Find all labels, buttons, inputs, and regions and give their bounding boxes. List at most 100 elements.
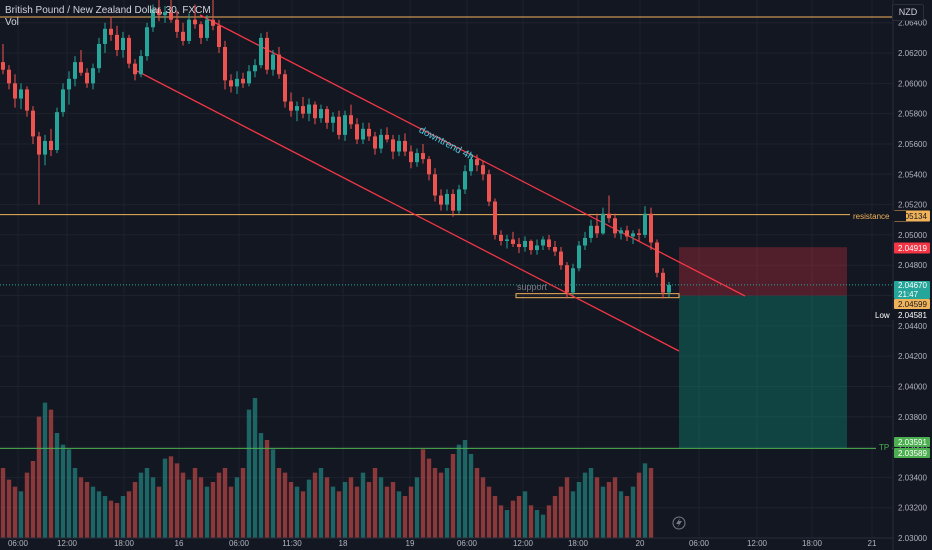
candle-body (451, 193, 455, 211)
price-tick-label: 2.04400 (898, 322, 927, 331)
volume-bar (558, 486, 564, 538)
candle-body (403, 140, 407, 152)
price-tag-value: 2.03591 (898, 438, 927, 447)
candle-body (223, 46, 227, 81)
price-axis[interactable]: 2.06400 2.06200 2.06000 2.05800 2.05600 2.054… (892, 0, 927, 550)
candle-body (217, 25, 221, 47)
volume-bar (456, 444, 462, 538)
volume-bar (546, 505, 552, 538)
candle-body (289, 101, 293, 111)
volume-bar (210, 482, 216, 538)
candle-body (625, 230, 629, 237)
candle-body (205, 19, 209, 38)
candle-body (67, 78, 71, 90)
volume-bar (360, 472, 366, 538)
price-tick-label: 2.04000 (898, 382, 927, 391)
candle-body (391, 139, 395, 152)
candle-body (457, 189, 461, 211)
price-tick-label: 2.05400 (898, 170, 927, 179)
volume-bar (378, 477, 384, 538)
candle-body (199, 24, 203, 38)
volume-bar (294, 486, 300, 538)
price-tick-label: 2.05000 (898, 231, 927, 240)
volume-bars (0, 398, 654, 538)
price-tick-label: 2.03800 (898, 413, 927, 422)
level-side-label (850, 211, 906, 221)
candle-body (511, 239, 515, 244)
volume-label[interactable]: Vol (5, 17, 19, 28)
candle-body (175, 19, 179, 32)
candle-body (169, 12, 173, 20)
candle-body (481, 165, 485, 175)
volume-bar (582, 472, 588, 538)
symbol-title[interactable]: British Pound / New Zealand Dollar, 30, … (5, 5, 211, 16)
candle-body (613, 218, 617, 234)
currency-button[interactable]: NZD (892, 4, 924, 21)
volume-bar (138, 472, 144, 538)
low-side-label-text: Low (875, 311, 890, 320)
time-tick-label: 06:00 (689, 539, 710, 548)
volume-bar (636, 472, 642, 538)
channel-upper-line (199, 14, 746, 297)
price-tag-value: 2.03589 (898, 449, 927, 458)
volume-bar (342, 482, 348, 538)
downtrend-channel[interactable] (134, 14, 746, 352)
price-tag (894, 310, 930, 320)
time-tick-label: 18:00 (802, 539, 823, 548)
volume-bar (18, 491, 24, 538)
candle-body (517, 243, 521, 248)
volume-bar (228, 486, 234, 538)
volume-bar (72, 468, 78, 538)
time-axis[interactable]: 06:00 12:00 18:00 16 06:00 11:30 18 19 06:00 12:0… (0, 537, 893, 548)
lightning-icon (672, 516, 686, 530)
volume-bar (48, 409, 54, 538)
candle-body (541, 239, 545, 246)
candle-body (1, 62, 5, 70)
candle-body (253, 65, 257, 72)
candle-body (91, 68, 95, 84)
volume-bar (108, 500, 114, 538)
volume-bar (564, 477, 570, 538)
volume-bar (90, 486, 96, 538)
candle-body (325, 109, 329, 123)
candle-body (235, 78, 239, 87)
candle-body (25, 89, 29, 111)
level-side-label-text: TP (879, 443, 889, 452)
volume-bar (522, 491, 528, 538)
candle-body (151, 9, 155, 28)
candle-body (259, 37, 263, 66)
candle-body (109, 28, 113, 35)
volume-bar (624, 496, 630, 538)
volume-bar (222, 468, 228, 538)
candle-body (595, 225, 599, 234)
volume-bar (156, 486, 162, 538)
candle-body (163, 12, 167, 16)
level-side-label-text: resistance (853, 212, 890, 221)
candle-body (127, 37, 131, 64)
volume-bar (438, 472, 444, 538)
volume-bar (192, 468, 198, 538)
candle-body (397, 140, 401, 152)
volume-bar (24, 472, 30, 538)
volume-bar (420, 449, 426, 538)
volume-bar (168, 456, 174, 538)
volume-bar (510, 500, 516, 538)
volume-bar (270, 449, 276, 538)
volume-bar (414, 477, 420, 538)
volume-bar (318, 468, 324, 538)
candle-body (589, 225, 593, 238)
volume-bar (336, 491, 342, 538)
time-tick-label: 06:00 (457, 539, 478, 548)
candle-body (307, 104, 311, 114)
price-tag-value: 2.05134 (898, 212, 927, 221)
volume-bar (594, 477, 600, 538)
volume-bar (144, 468, 150, 538)
candle-body (331, 116, 335, 123)
support-zone (515, 293, 680, 299)
price-tick-label: 2.05600 (898, 140, 927, 149)
price-tick-label: 2.03600 (898, 443, 927, 452)
candle-body (193, 19, 197, 25)
volume-bar (528, 505, 534, 538)
price-tag (894, 299, 930, 309)
